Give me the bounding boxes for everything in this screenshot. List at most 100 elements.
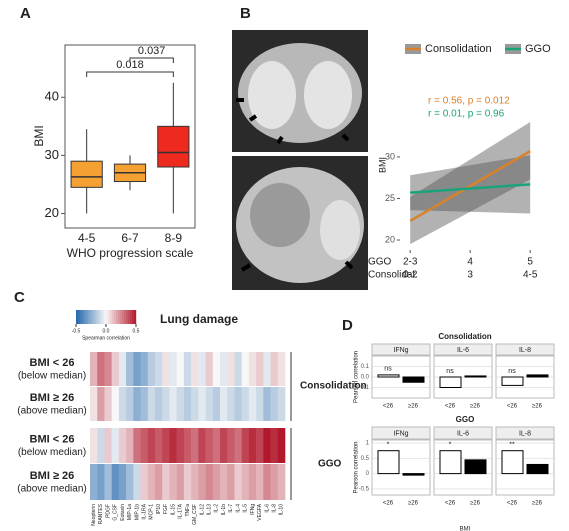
column-label: PDGF bbox=[105, 504, 111, 518]
column-label: IFNg bbox=[250, 504, 256, 515]
bracket bbox=[86, 71, 174, 77]
x-tick-label: 2-3 bbox=[403, 257, 418, 268]
heatmap-cell bbox=[147, 464, 156, 500]
x-tick-label: ≥26 bbox=[532, 404, 543, 410]
y-tick-label: 0 bbox=[366, 471, 370, 477]
heatmap-cell bbox=[234, 387, 242, 421]
heatmap-cell bbox=[155, 464, 163, 500]
heatmap-cell bbox=[162, 352, 170, 386]
colorbar-cell bbox=[106, 310, 109, 324]
bracket bbox=[129, 57, 174, 63]
facet-strip bbox=[371, 343, 431, 356]
facet-strip bbox=[495, 343, 555, 356]
significance: ** bbox=[509, 442, 515, 449]
facet-frame bbox=[495, 439, 555, 496]
x-tick-label: <26 bbox=[383, 501, 394, 507]
column-label: IL-7 bbox=[228, 504, 234, 513]
x-tick-label: <26 bbox=[445, 404, 456, 410]
significance: ns bbox=[508, 368, 516, 375]
bar bbox=[501, 376, 524, 386]
ct-lung bbox=[320, 200, 360, 260]
significance: * bbox=[387, 442, 390, 449]
heatmap-cell bbox=[140, 428, 149, 463]
heatmap-cell bbox=[227, 352, 235, 386]
facet-strip bbox=[495, 426, 555, 440]
heatmap-cell bbox=[90, 428, 98, 463]
significance: * bbox=[449, 442, 452, 449]
colorbar-cell bbox=[104, 310, 107, 324]
colorbar-cell bbox=[82, 310, 85, 324]
heatmap-cell bbox=[198, 352, 206, 386]
heatmap-cell bbox=[234, 428, 242, 463]
heatmap-cell bbox=[97, 352, 105, 386]
facet-strip bbox=[433, 426, 493, 440]
heatmap-cell bbox=[270, 464, 279, 500]
heatmap-cell bbox=[133, 464, 141, 500]
row-label: BMI ≥ 26 bbox=[30, 470, 75, 482]
heatmap-cell bbox=[227, 464, 235, 500]
column-label: IL-15 bbox=[170, 504, 176, 516]
x-tick-label: <26 bbox=[383, 404, 394, 410]
facet-frame bbox=[433, 355, 493, 399]
panel-label: A bbox=[20, 5, 31, 22]
heatmap-cell bbox=[111, 428, 120, 463]
column-label: IL-5 bbox=[243, 504, 249, 513]
heatmap-cell bbox=[162, 387, 170, 421]
facet-title: IL-6 bbox=[457, 430, 469, 437]
legend-label: Consolidation bbox=[425, 43, 492, 55]
panel-label: C bbox=[14, 289, 25, 306]
colorbar-cell bbox=[96, 310, 99, 324]
panel-label: D bbox=[342, 317, 353, 334]
heatmap-cell bbox=[191, 464, 199, 500]
heatmap-cell bbox=[191, 387, 199, 421]
y-tick-label: 0.5 bbox=[361, 456, 370, 462]
bar bbox=[501, 450, 524, 475]
colorbar-cell bbox=[126, 310, 129, 324]
x-tick-label: <26 bbox=[507, 404, 518, 410]
heatmap-cell bbox=[118, 464, 127, 500]
heatmap-cell bbox=[220, 387, 228, 421]
heatmap-cell bbox=[270, 428, 279, 463]
colorbar-cell bbox=[78, 310, 81, 324]
heatmap-cell bbox=[104, 428, 112, 463]
heatmap-cell bbox=[248, 387, 257, 421]
colorbar-cell bbox=[130, 310, 133, 324]
legend-label: GGO bbox=[525, 43, 551, 55]
facet-strip bbox=[371, 426, 431, 440]
heatmap-cell bbox=[198, 464, 206, 500]
heatmap-cell bbox=[183, 464, 192, 500]
heatmap-cell bbox=[277, 464, 286, 500]
panel-label: B bbox=[240, 5, 251, 22]
column-label: RANTES bbox=[98, 503, 104, 524]
heatmap-cell bbox=[205, 352, 214, 386]
x-tick-label: <26 bbox=[507, 501, 518, 507]
regression-line bbox=[410, 183, 531, 194]
heatmap-cell bbox=[205, 464, 214, 500]
y-axis-label: Pearson correlation bbox=[354, 351, 360, 403]
row-label: (above median) bbox=[17, 406, 86, 417]
x-tick-label: 5 bbox=[527, 257, 533, 268]
facet-title: IL-8 bbox=[519, 430, 531, 437]
y-tick-label: 30 bbox=[385, 151, 395, 161]
x-tick-label: ≥26 bbox=[470, 404, 481, 410]
y-axis-label: BMI bbox=[32, 125, 46, 146]
x2-tick-label: 3 bbox=[467, 270, 473, 281]
colorbar-cell bbox=[116, 310, 119, 324]
heatmap-cell bbox=[104, 387, 112, 421]
box bbox=[70, 160, 103, 188]
colorbar-cell bbox=[110, 310, 113, 324]
column-label: IL-12 bbox=[199, 504, 205, 516]
heatmap-cell bbox=[183, 428, 192, 463]
bar bbox=[439, 376, 462, 388]
heatmap-cell bbox=[234, 352, 242, 386]
heatmap-cell bbox=[97, 387, 105, 421]
heatmap-cell bbox=[227, 387, 235, 421]
x-row-label: Consolidat. bbox=[368, 270, 418, 281]
colorbar-cell bbox=[114, 310, 117, 324]
heatmap-cell bbox=[176, 464, 185, 500]
x-tick-label: ≥26 bbox=[408, 404, 419, 410]
colorbar-tick-label: -0.5 bbox=[72, 328, 81, 334]
heatmap-cell bbox=[104, 352, 112, 386]
bar bbox=[377, 374, 400, 378]
heatmap-cell bbox=[241, 387, 250, 421]
